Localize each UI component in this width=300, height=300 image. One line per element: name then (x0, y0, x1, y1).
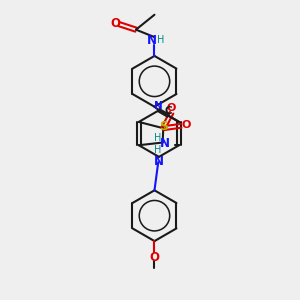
Text: S: S (159, 120, 168, 133)
Text: N: N (160, 136, 170, 150)
Text: C: C (164, 106, 172, 116)
Text: O: O (110, 17, 120, 30)
Text: O: O (182, 120, 191, 130)
Text: H: H (158, 35, 165, 45)
Text: O: O (149, 251, 160, 264)
Text: H: H (154, 145, 161, 155)
Text: N: N (154, 101, 163, 111)
Text: N: N (154, 154, 164, 167)
Text: O: O (167, 103, 176, 113)
Text: N: N (147, 34, 157, 47)
Text: H: H (154, 134, 161, 143)
